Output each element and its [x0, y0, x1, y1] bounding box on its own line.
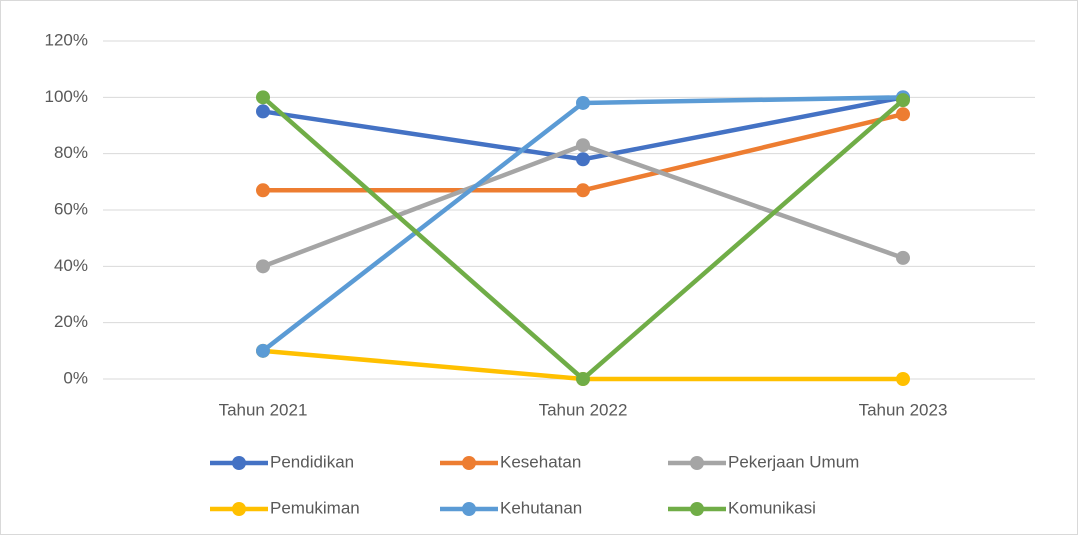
- legend-label: Kesehatan: [500, 452, 581, 471]
- legend-marker: [690, 502, 704, 516]
- y-tick-label: 100%: [45, 87, 88, 106]
- x-tick-label: Tahun 2023: [859, 400, 948, 419]
- legend-label: Pekerjaan Umum: [728, 452, 859, 471]
- point: [896, 93, 910, 108]
- point: [896, 107, 910, 122]
- point: [256, 104, 270, 119]
- point: [576, 95, 590, 110]
- legend-marker: [462, 456, 476, 470]
- legend-label: Kehutanan: [500, 498, 582, 517]
- legend-marker: [690, 456, 704, 470]
- point: [896, 372, 910, 386]
- point: [896, 250, 910, 265]
- y-tick-label: 60%: [54, 199, 88, 218]
- x-tick-label: Tahun 2022: [539, 400, 628, 419]
- point: [256, 90, 270, 105]
- point: [576, 183, 590, 198]
- y-tick-label: 0%: [63, 368, 88, 387]
- point: [256, 183, 270, 198]
- point: [576, 372, 590, 386]
- x-tick-label: Tahun 2021: [219, 400, 308, 419]
- y-tick-label: 120%: [45, 30, 88, 49]
- legend-label: Pendidikan: [270, 452, 354, 471]
- legend-label: Pemukiman: [270, 498, 360, 517]
- legend-marker: [232, 502, 246, 516]
- point: [256, 259, 270, 274]
- y-tick-label: 80%: [54, 143, 88, 162]
- point: [576, 138, 590, 153]
- point: [256, 343, 270, 358]
- legend-label: Komunikasi: [728, 498, 816, 517]
- y-tick-label: 40%: [54, 256, 88, 275]
- y-tick-label: 20%: [54, 312, 88, 331]
- legend-marker: [462, 502, 476, 516]
- point: [576, 152, 590, 167]
- legend-marker: [232, 456, 246, 470]
